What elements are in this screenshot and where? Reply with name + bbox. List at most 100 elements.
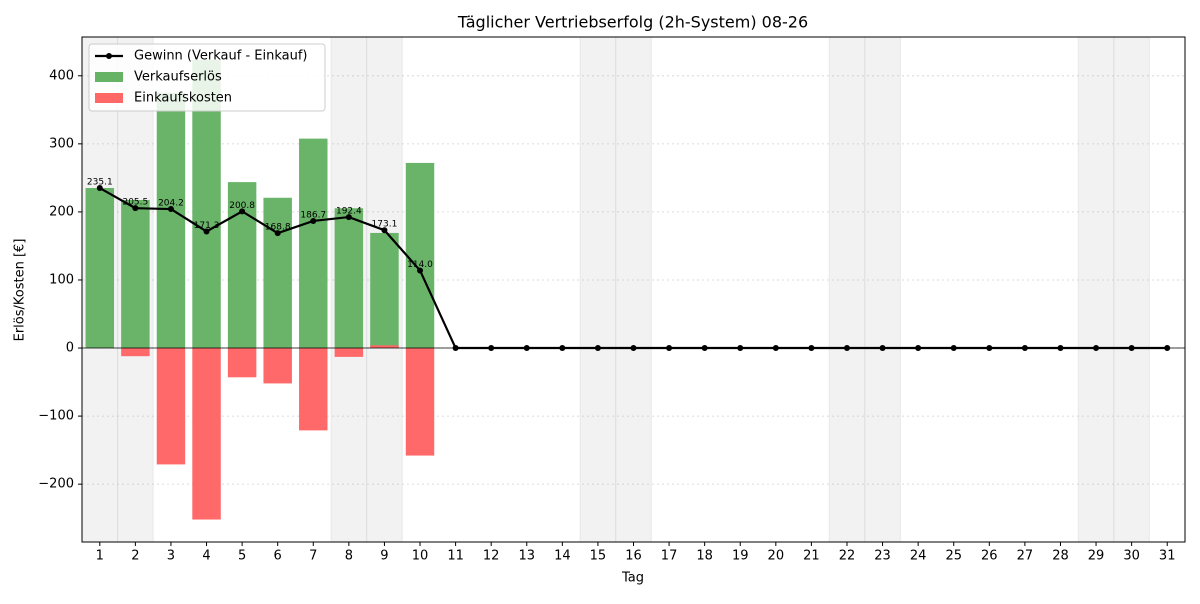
bar [263,197,292,349]
legend-swatch [95,72,123,82]
marker [594,345,601,352]
marker [843,345,850,352]
y-axis-label: Erlös/Kosten [€] [13,239,28,342]
marker [1093,345,1100,352]
weekend-shade [579,36,617,543]
marker [1164,345,1171,352]
data-label: 173.1 [372,220,398,230]
weekend-shade [1077,36,1115,543]
x-tick-label: 27 [1017,549,1034,564]
plot-frame [81,36,1186,543]
marker [950,345,957,352]
bar [121,200,150,349]
data-label: 171.3 [194,221,220,231]
marker [167,206,174,213]
marker [879,345,886,352]
marker [808,345,815,352]
y-tick-label: 400 [49,68,74,83]
marker [345,214,352,221]
y-tick-label: −100 [38,409,74,424]
bar [299,348,328,431]
x-tick-label: 21 [803,549,820,564]
x-tick-label: 18 [696,549,713,564]
bar [334,348,364,357]
bar [263,348,292,384]
x-tick-label: 17 [661,549,678,564]
x-tick-label: 14 [554,549,571,564]
marker [630,345,637,352]
marker [772,345,779,352]
data-label: 204.2 [158,199,184,209]
bar [156,348,186,465]
bar [405,162,435,349]
marker [96,185,103,192]
weekend-shade [864,36,901,543]
data-label: 205.5 [122,198,148,208]
x-tick-label: 2 [131,549,139,564]
marker [666,345,673,352]
weekend-shade [1113,36,1150,543]
marker [1128,345,1135,352]
x-tick-label: 12 [483,549,500,564]
x-tick-label: 11 [447,549,464,564]
data-label: 168.8 [265,223,291,233]
marker [559,345,566,352]
legend-label: Gewinn (Verkauf - Einkauf) [134,49,307,64]
marker [417,267,424,274]
x-tick-label: 1 [96,549,104,564]
legend-marker [106,53,112,59]
y-tick-label: 100 [49,272,74,287]
x-tick-label: 23 [874,549,891,564]
bar [85,188,115,349]
legend-label: Verkaufserlös [134,70,222,85]
legend-box [88,43,326,112]
weekend-shade [615,36,652,543]
x-tick-label: 3 [167,549,175,564]
marker [452,345,459,352]
data-label: 235.1 [87,178,113,188]
x-tick-label: 28 [1052,549,1069,564]
marker [203,228,210,235]
x-tick-label: 13 [518,549,535,564]
bar [299,138,328,349]
x-tick-label: 4 [202,549,210,564]
marker [274,230,281,237]
marker [701,345,708,352]
x-tick-label: 22 [839,549,856,564]
marker [132,205,139,212]
x-tick-label: 15 [590,549,607,564]
x-tick-label: 8 [345,549,353,564]
x-tick-label: 16 [625,549,642,564]
y-tick-label: −200 [38,477,74,492]
marker [1021,345,1028,352]
marker [310,217,317,224]
bar [192,348,221,520]
marker [1057,345,1064,352]
marker [381,227,388,234]
bar [156,92,186,349]
x-tick-label: 5 [238,549,246,564]
data-label: 114.0 [407,260,433,270]
bar [227,348,257,378]
marker [523,345,530,352]
marker [986,345,993,352]
data-label: 186.7 [300,210,326,220]
x-tick-label: 30 [1123,549,1140,564]
data-label: 200.8 [229,201,255,211]
x-tick-label: 24 [910,549,927,564]
x-tick-label: 19 [732,549,749,564]
x-tick-label: 25 [945,549,962,564]
weekend-shade [828,36,866,543]
legend-label: Einkaufskosten [134,91,232,106]
bar [121,348,150,357]
x-tick-label: 10 [412,549,429,564]
x-tick-label: 6 [274,549,282,564]
x-tick-label: 9 [380,549,388,564]
x-tick-label: 29 [1088,549,1105,564]
y-tick-label: 300 [49,136,74,151]
marker [737,345,744,352]
data-label: 192.4 [336,207,362,217]
y-tick-label: 200 [49,204,74,219]
x-tick-label: 7 [309,549,317,564]
